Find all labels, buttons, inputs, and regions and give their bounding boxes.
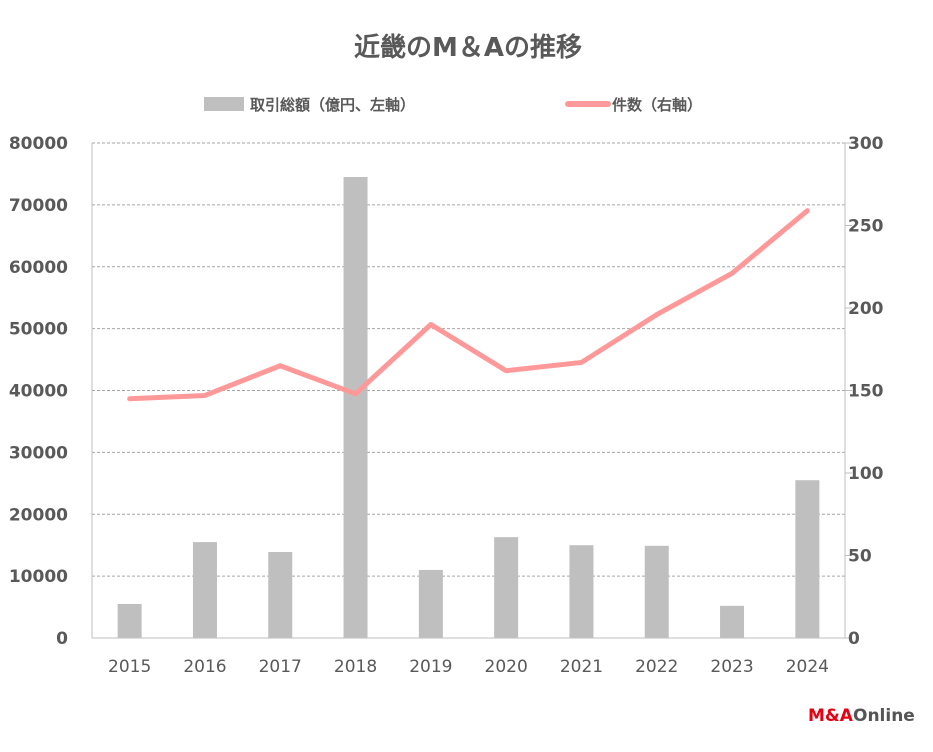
legend-bar-label: 取引総額（億円、左軸） [250, 96, 415, 114]
bar [720, 605, 745, 638]
y-right-tick: 150 [848, 382, 884, 402]
y-left-tick: 50000 [9, 320, 68, 340]
y-right-tick: 50 [848, 547, 872, 567]
bar [418, 569, 443, 638]
y-left-tick: 0 [56, 629, 68, 649]
legend-bar-swatch [204, 97, 244, 111]
y-right-tick: 0 [848, 629, 860, 649]
x-tick: 2017 [259, 657, 302, 677]
y-left-tick: 70000 [9, 196, 68, 216]
bar [117, 603, 142, 638]
y-right-tick: 250 [848, 217, 884, 237]
legend: 取引総額（億円、左軸） 件数（右軸） [204, 96, 702, 114]
bar [795, 480, 820, 638]
bar [268, 551, 293, 638]
chart-title: 近畿のM＆Aの推移 [354, 33, 582, 63]
bar [569, 545, 594, 638]
x-tick: 2019 [409, 657, 452, 677]
y-left-tick: 60000 [9, 258, 68, 278]
bar [644, 545, 669, 638]
x-tick: 2023 [710, 657, 753, 677]
y-left-tick: 30000 [9, 443, 68, 463]
y-right-tick: 100 [848, 464, 884, 484]
y-left-tick: 10000 [9, 567, 68, 587]
line-series [127, 208, 810, 402]
logo-online: Online [853, 706, 915, 726]
bar [343, 177, 368, 638]
bar [494, 537, 519, 638]
x-tick: 2021 [560, 657, 603, 677]
x-tick: 2015 [108, 657, 151, 677]
x-tick: 2024 [786, 657, 829, 677]
y-left-tick: 80000 [9, 134, 68, 154]
legend-line-label: 件数（右軸） [612, 96, 702, 114]
x-tick: 2020 [485, 657, 528, 677]
y-left-tick: 40000 [9, 382, 68, 402]
bar [192, 542, 217, 638]
y-left-tick: 20000 [9, 505, 68, 525]
x-tick: 2022 [635, 657, 678, 677]
x-tick: 2016 [183, 657, 226, 677]
x-tick: 2018 [334, 657, 377, 677]
y-right-tick: 200 [848, 299, 884, 319]
logo-ma: M&A [808, 706, 854, 726]
y-right-tick: 300 [848, 134, 884, 154]
